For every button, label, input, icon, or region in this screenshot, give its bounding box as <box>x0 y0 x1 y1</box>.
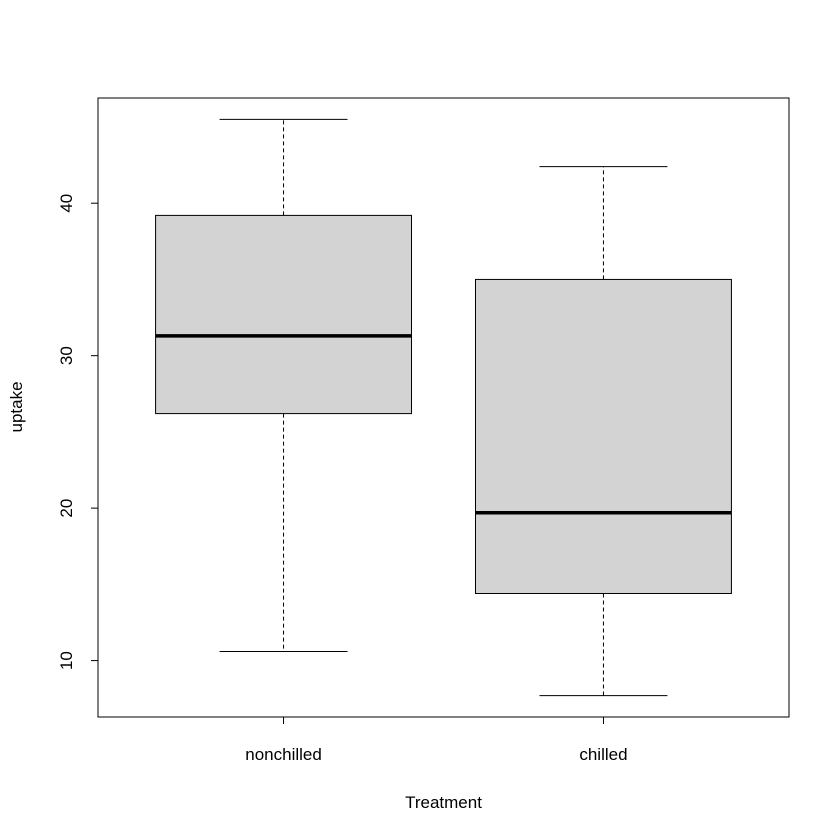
x-axis-label: Treatment <box>405 793 482 812</box>
x-tick-label: nonchilled <box>245 745 322 764</box>
iqr-box <box>474 278 732 595</box>
y-axis: 10 20 30 40 <box>57 194 99 670</box>
boxplot-marks <box>155 118 732 697</box>
x-tick-label: chilled <box>579 745 627 764</box>
y-tick-label: 30 <box>57 346 76 365</box>
y-axis-label: uptake <box>7 381 26 432</box>
y-tick-label: 40 <box>57 194 76 213</box>
box-chilled <box>474 166 732 697</box>
y-tick-label: 10 <box>57 651 76 670</box>
x-axis: nonchilled chilled <box>245 716 628 764</box>
iqr-box <box>155 214 413 415</box>
y-tick-label: 20 <box>57 499 76 518</box>
box-nonchilled <box>155 118 413 652</box>
